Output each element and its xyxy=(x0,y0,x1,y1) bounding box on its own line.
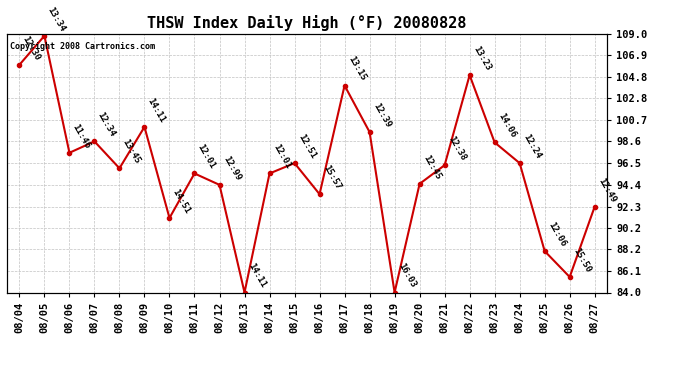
Text: 16:03: 16:03 xyxy=(396,262,417,290)
Text: 12:01: 12:01 xyxy=(271,143,292,171)
Text: 15:57: 15:57 xyxy=(321,164,342,191)
Text: 14:51: 14:51 xyxy=(171,188,192,215)
Text: 12:30: 12:30 xyxy=(21,34,42,62)
Text: 12:49: 12:49 xyxy=(596,176,618,204)
Text: 12:01: 12:01 xyxy=(196,143,217,171)
Text: 12:45: 12:45 xyxy=(421,153,442,181)
Text: 12:99: 12:99 xyxy=(221,154,242,182)
Text: 12:06: 12:06 xyxy=(546,220,567,248)
Text: 12:39: 12:39 xyxy=(371,102,392,129)
Text: 14:11: 14:11 xyxy=(246,262,267,290)
Text: 13:34: 13:34 xyxy=(46,5,67,33)
Text: 12:34: 12:34 xyxy=(96,111,117,139)
Text: 12:51: 12:51 xyxy=(296,133,317,160)
Text: 13:23: 13:23 xyxy=(471,45,492,72)
Text: 14:11: 14:11 xyxy=(146,96,167,124)
Text: 12:38: 12:38 xyxy=(446,135,467,162)
Title: THSW Index Daily High (°F) 20080828: THSW Index Daily High (°F) 20080828 xyxy=(148,15,466,31)
Text: 14:06: 14:06 xyxy=(496,112,518,140)
Text: 11:46: 11:46 xyxy=(71,122,92,150)
Text: Copyright 2008 Cartronics.com: Copyright 2008 Cartronics.com xyxy=(10,42,155,51)
Text: 12:24: 12:24 xyxy=(521,133,542,160)
Text: 15:50: 15:50 xyxy=(571,246,592,274)
Text: 13:45: 13:45 xyxy=(121,138,142,165)
Text: 13:15: 13:15 xyxy=(346,55,367,83)
